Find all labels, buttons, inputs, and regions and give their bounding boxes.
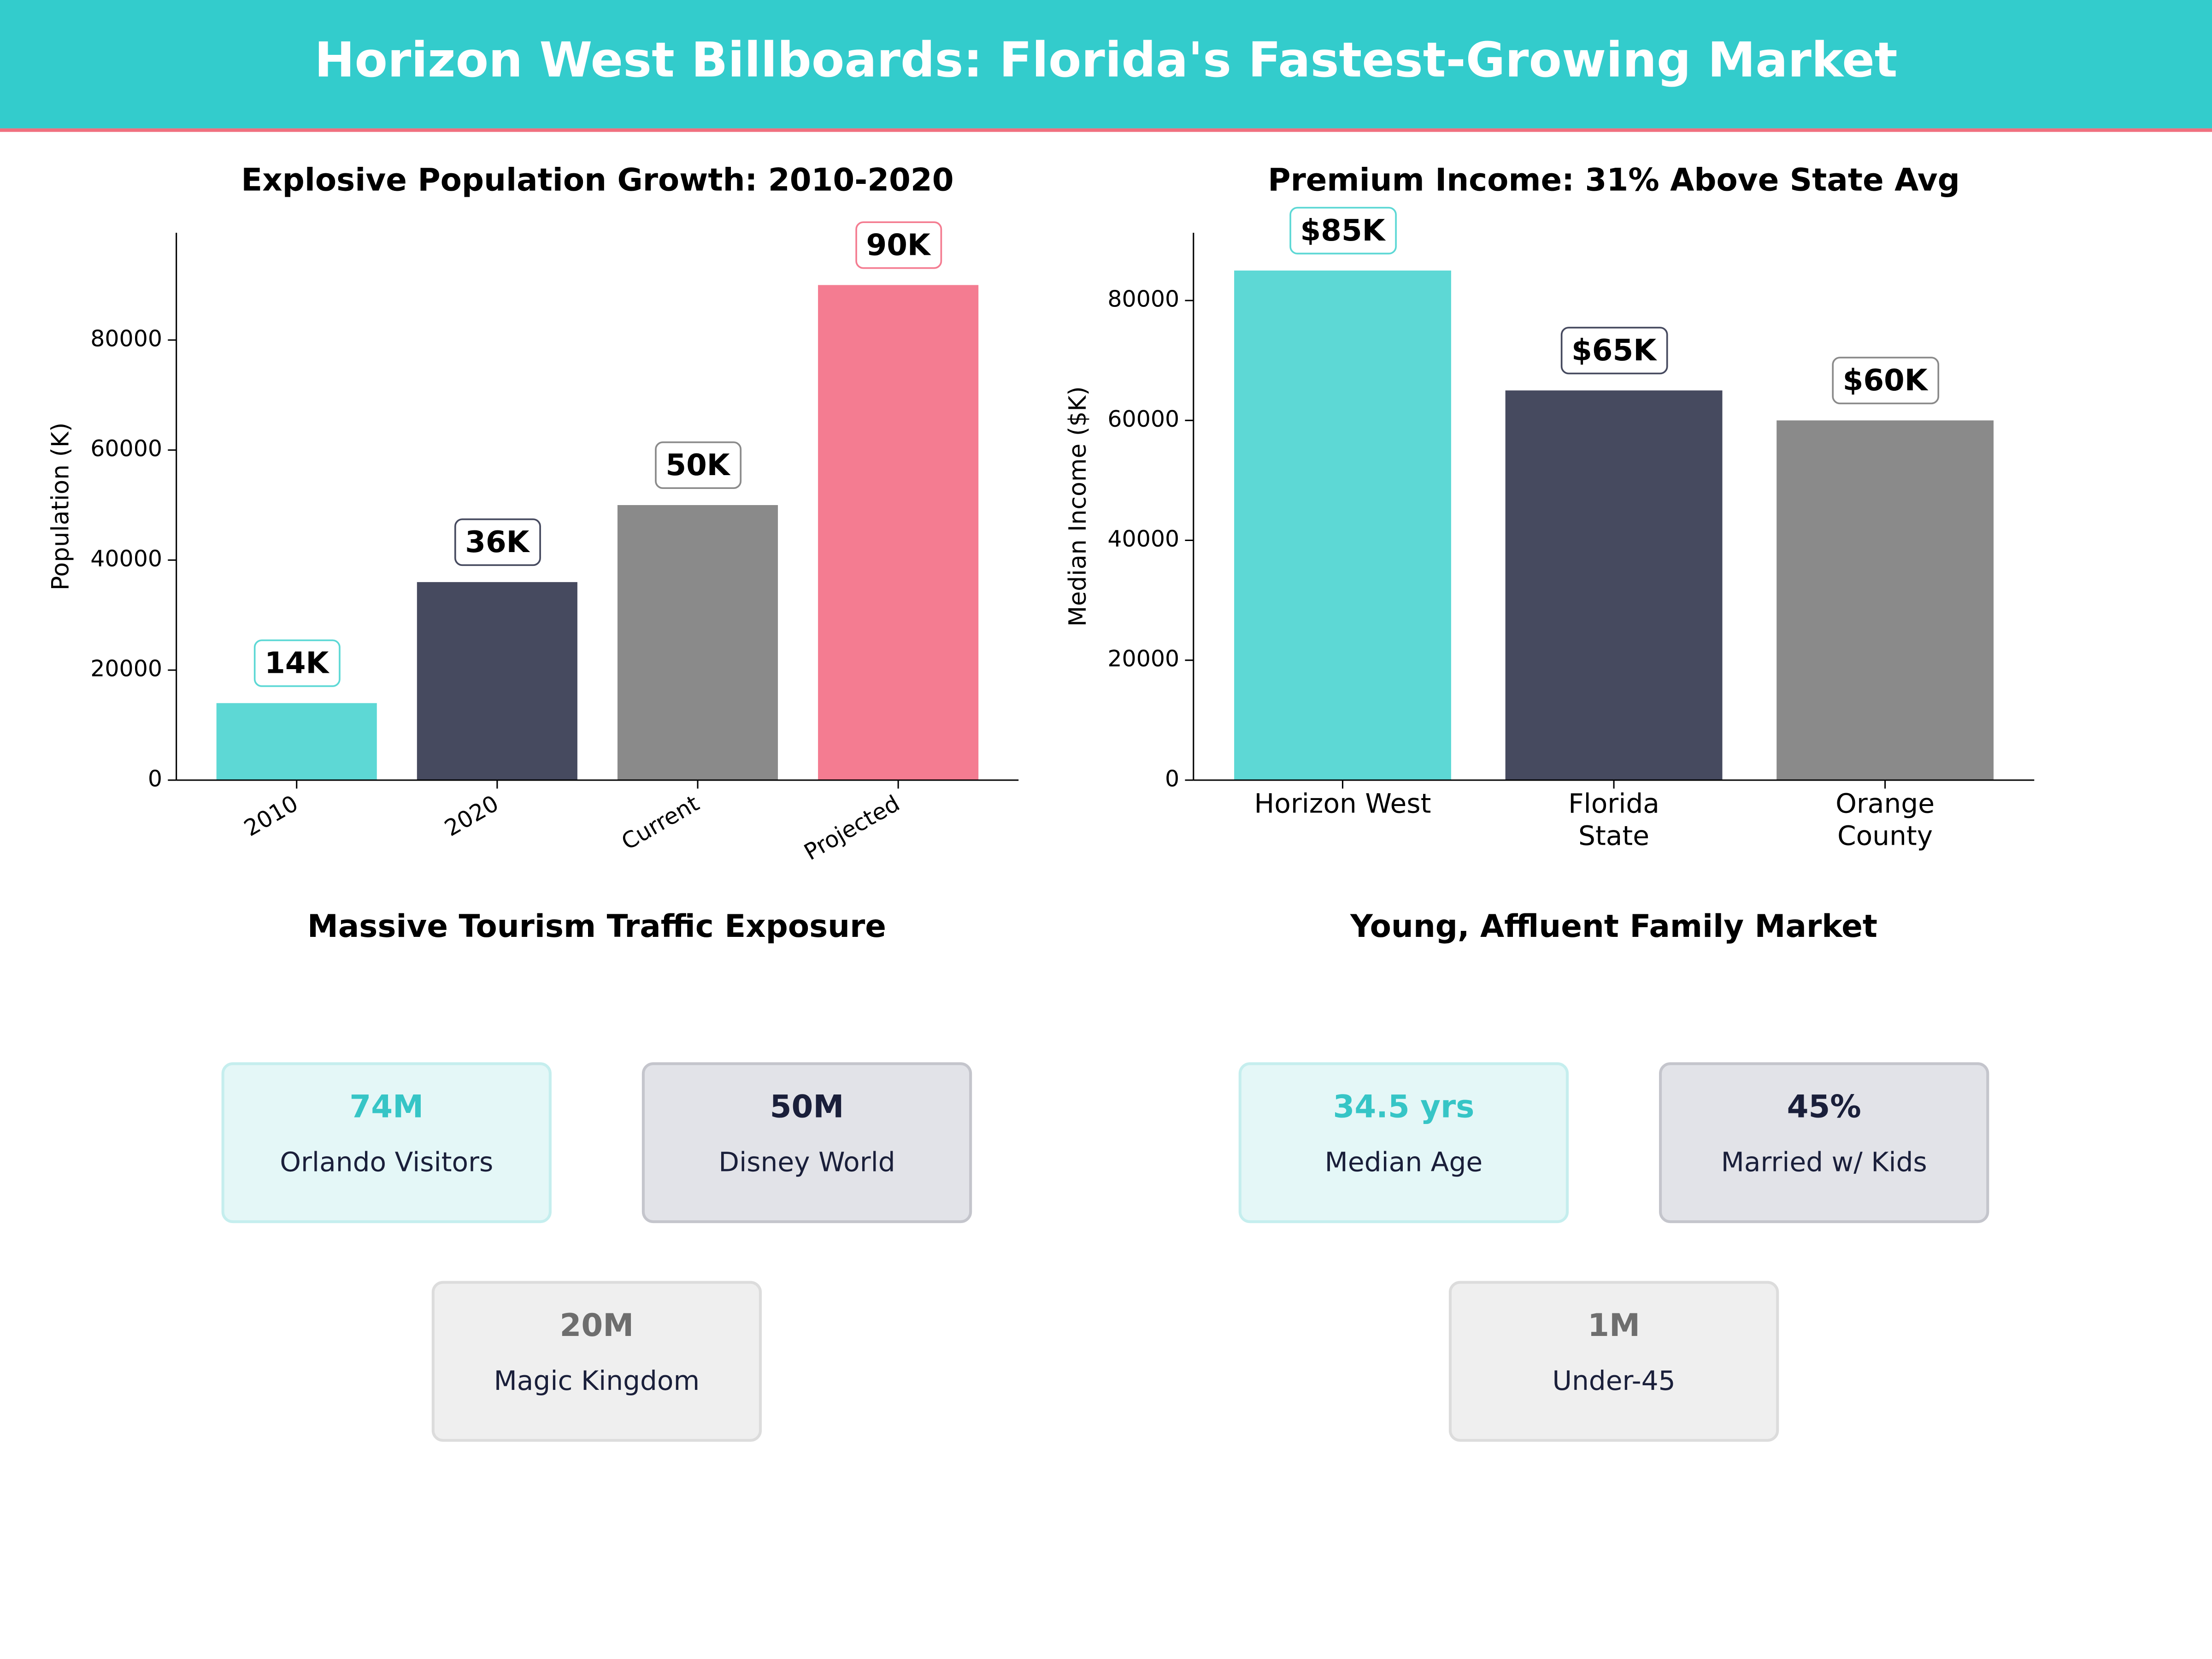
value-label-box bbox=[253, 639, 341, 687]
stat-value: 45% bbox=[1787, 1088, 1861, 1125]
y-tick-label: 0 bbox=[148, 765, 162, 792]
bar bbox=[417, 582, 577, 780]
stat-card bbox=[1659, 1062, 1989, 1224]
stat-card bbox=[221, 1062, 552, 1224]
bar bbox=[1234, 271, 1451, 780]
stat-card bbox=[1238, 1062, 1569, 1224]
stat-value: 34.5 yrs bbox=[1333, 1088, 1475, 1125]
y-tick-label: 80000 bbox=[90, 325, 162, 352]
y-tick-label: 20000 bbox=[1107, 646, 1179, 672]
stat-value: 74M bbox=[349, 1088, 424, 1125]
y-tick-label: 60000 bbox=[1107, 406, 1179, 432]
panel-title: Young, Affluent Family Market bbox=[1350, 908, 1877, 944]
y-tick-label: 40000 bbox=[90, 546, 162, 572]
y-axis-label: Population (K) bbox=[47, 423, 75, 591]
stat-label: Magic Kingdom bbox=[494, 1365, 700, 1396]
value-label: 90K bbox=[866, 228, 931, 262]
header-rule bbox=[0, 128, 2212, 132]
stat-label: Married w/ Kids bbox=[1721, 1147, 1927, 1178]
stat-value: 1M bbox=[1588, 1307, 1640, 1343]
value-label: 50K bbox=[665, 448, 730, 482]
x-tick-label: Projected bbox=[800, 790, 904, 866]
y-tick-label: 80000 bbox=[1107, 286, 1179, 312]
stat-card bbox=[431, 1281, 762, 1442]
stat-label: Under-45 bbox=[1552, 1365, 1675, 1396]
value-label-box bbox=[454, 518, 541, 566]
x-tick-label: Florida State bbox=[1568, 788, 1659, 852]
value-label: 36K bbox=[465, 525, 530, 559]
stat-card bbox=[1448, 1281, 1779, 1442]
value-label-box bbox=[1289, 206, 1397, 255]
x-tick-label: 2020 bbox=[440, 790, 503, 842]
x-tick-label: Orange County bbox=[1835, 788, 1935, 852]
stat-value: 50M bbox=[770, 1088, 844, 1125]
bar bbox=[818, 285, 979, 780]
value-label-box bbox=[655, 441, 742, 489]
value-label: $60K bbox=[1843, 363, 1929, 398]
bar bbox=[1777, 420, 1994, 780]
value-label-box bbox=[1832, 357, 1940, 405]
x-tick-label: Current bbox=[617, 790, 704, 855]
x-tick-label: 2010 bbox=[240, 790, 302, 842]
stat-value: 20M bbox=[560, 1307, 634, 1343]
y-tick-label: 40000 bbox=[1107, 526, 1179, 552]
value-label-box bbox=[855, 221, 942, 269]
stat-label: Median Age bbox=[1325, 1147, 1483, 1178]
stat-card bbox=[641, 1062, 972, 1224]
page-title: Horizon West Billboards: Florida's Faste… bbox=[314, 32, 1897, 88]
stat-label: Orlando Visitors bbox=[280, 1147, 493, 1178]
value-label-box bbox=[1560, 327, 1668, 375]
value-label: 14K bbox=[265, 646, 329, 681]
bar bbox=[1505, 390, 1723, 780]
y-axis-label: Median Income ($K) bbox=[1064, 386, 1092, 627]
chart-title: Explosive Population Growth: 2010-2020 bbox=[241, 161, 953, 198]
panel-title: Massive Tourism Traffic Exposure bbox=[307, 908, 886, 944]
x-tick-label: Horizon West bbox=[1254, 788, 1431, 820]
y-tick-label: 0 bbox=[1165, 765, 1179, 792]
bar bbox=[216, 703, 377, 780]
stat-label: Disney World bbox=[718, 1147, 895, 1178]
y-tick-label: 60000 bbox=[90, 435, 162, 462]
chart-title: Premium Income: 31% Above State Avg bbox=[1268, 161, 1960, 198]
value-label: $65K bbox=[1571, 333, 1657, 368]
bar bbox=[617, 505, 778, 780]
value-label: $85K bbox=[1300, 213, 1386, 248]
y-tick-label: 20000 bbox=[90, 656, 162, 682]
header-bar bbox=[0, 0, 2212, 129]
